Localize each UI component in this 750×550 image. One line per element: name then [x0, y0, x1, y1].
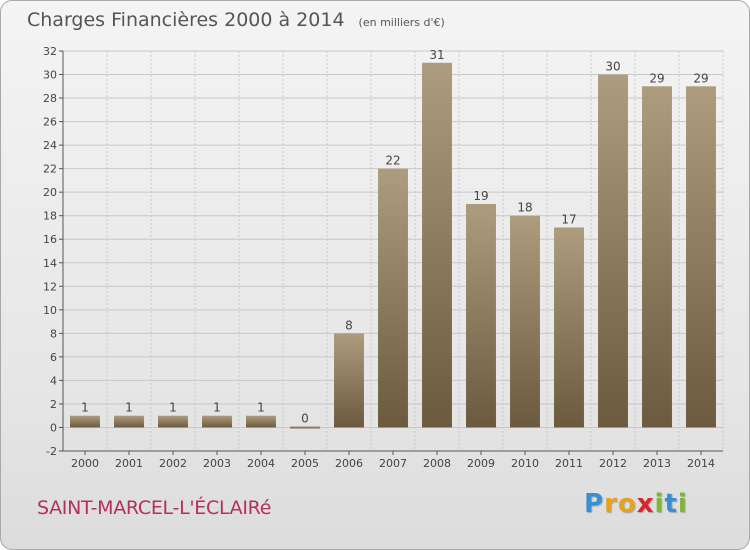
chart-unit-label: (en milliers d'€): [358, 16, 445, 29]
bar: [378, 168, 408, 428]
y-tick-label: -2: [46, 445, 57, 458]
y-tick-label: 24: [43, 139, 57, 152]
y-tick-label: 2: [50, 398, 57, 411]
logo-letter: P: [584, 489, 605, 519]
x-tick-label: 2014: [687, 457, 715, 470]
data-label: 29: [649, 71, 664, 85]
commune-name: SAINT-MARCEL-L'ÉCLAIRé: [37, 497, 272, 519]
data-label: 31: [429, 48, 444, 62]
x-tick-label: 2005: [291, 457, 319, 470]
data-label: 0: [301, 411, 309, 425]
x-tick-label: 2004: [247, 457, 275, 470]
logo-letter: i: [654, 489, 665, 519]
bar: [246, 415, 276, 428]
bar: [598, 74, 628, 428]
x-tick-label: 2011: [555, 457, 583, 470]
logo-letter: o: [617, 489, 637, 519]
data-label: 1: [169, 401, 177, 415]
x-tick-label: 2013: [643, 457, 671, 470]
data-label: 1: [125, 401, 133, 415]
x-tick-label: 2002: [159, 457, 187, 470]
y-tick-label: 6: [50, 351, 57, 364]
y-tick-label: 20: [43, 186, 57, 199]
logo-letter: r: [604, 489, 618, 519]
data-labels: 1 1 1 1 1 0 8 22 31 19 18 17 30 29 29: [81, 48, 708, 426]
bar: [114, 415, 144, 428]
data-label: 1: [81, 401, 89, 415]
chart-title-text: Charges Financières 2000 à 2014: [27, 9, 345, 31]
x-tick-label: 2003: [203, 457, 231, 470]
bar: [510, 215, 540, 428]
bar: [334, 333, 364, 428]
x-tick-label: 2010: [511, 457, 539, 470]
y-tick-label: 30: [43, 69, 57, 82]
data-label: 18: [517, 201, 532, 215]
data-label: 30: [605, 60, 620, 74]
bar: [686, 86, 716, 428]
y-tick-label: 32: [43, 45, 57, 58]
y-tick-label: 28: [43, 92, 57, 105]
logo-letter: x: [636, 489, 655, 519]
data-label: 19: [473, 189, 488, 203]
y-tick-label: 0: [50, 421, 57, 434]
data-label: 22: [385, 154, 400, 168]
logo-letter: i: [677, 489, 688, 519]
y-tick-label: 12: [43, 280, 57, 293]
bar: [422, 62, 452, 428]
y-tick-label: 18: [43, 210, 57, 223]
bar: [642, 86, 672, 428]
data-label: 29: [693, 71, 708, 85]
data-label: 17: [561, 212, 576, 226]
bar: [290, 426, 320, 429]
x-tick-label: 2007: [379, 457, 407, 470]
x-tick-label: 2006: [335, 457, 363, 470]
data-label: 1: [213, 401, 221, 415]
bars: [70, 62, 716, 429]
y-tick-label: 16: [43, 233, 57, 246]
bar: [554, 227, 584, 428]
x-tick-label: 2000: [71, 457, 99, 470]
y-tick-label: 10: [43, 304, 57, 317]
y-tick-label: 26: [43, 116, 57, 129]
proxiti-logo: Proxiti: [584, 489, 688, 519]
bar: [466, 203, 496, 428]
y-tick-label: 4: [50, 374, 57, 387]
x-tick-label: 2008: [423, 457, 451, 470]
data-label: 1: [257, 401, 265, 415]
y-tick-label: 8: [50, 327, 57, 340]
bar: [70, 415, 100, 428]
y-tick-label: 22: [43, 163, 57, 176]
chart-title: Charges Financières 2000 à 2014 (en milli…: [27, 9, 445, 31]
y-tick-label: 14: [43, 257, 57, 270]
data-label: 8: [345, 318, 353, 332]
bar: [158, 415, 188, 428]
x-tick-label: 2009: [467, 457, 495, 470]
logo-letter: t: [664, 489, 678, 519]
bar: [202, 415, 232, 428]
x-tick-label: 2001: [115, 457, 143, 470]
x-tick-label: 2012: [599, 457, 627, 470]
